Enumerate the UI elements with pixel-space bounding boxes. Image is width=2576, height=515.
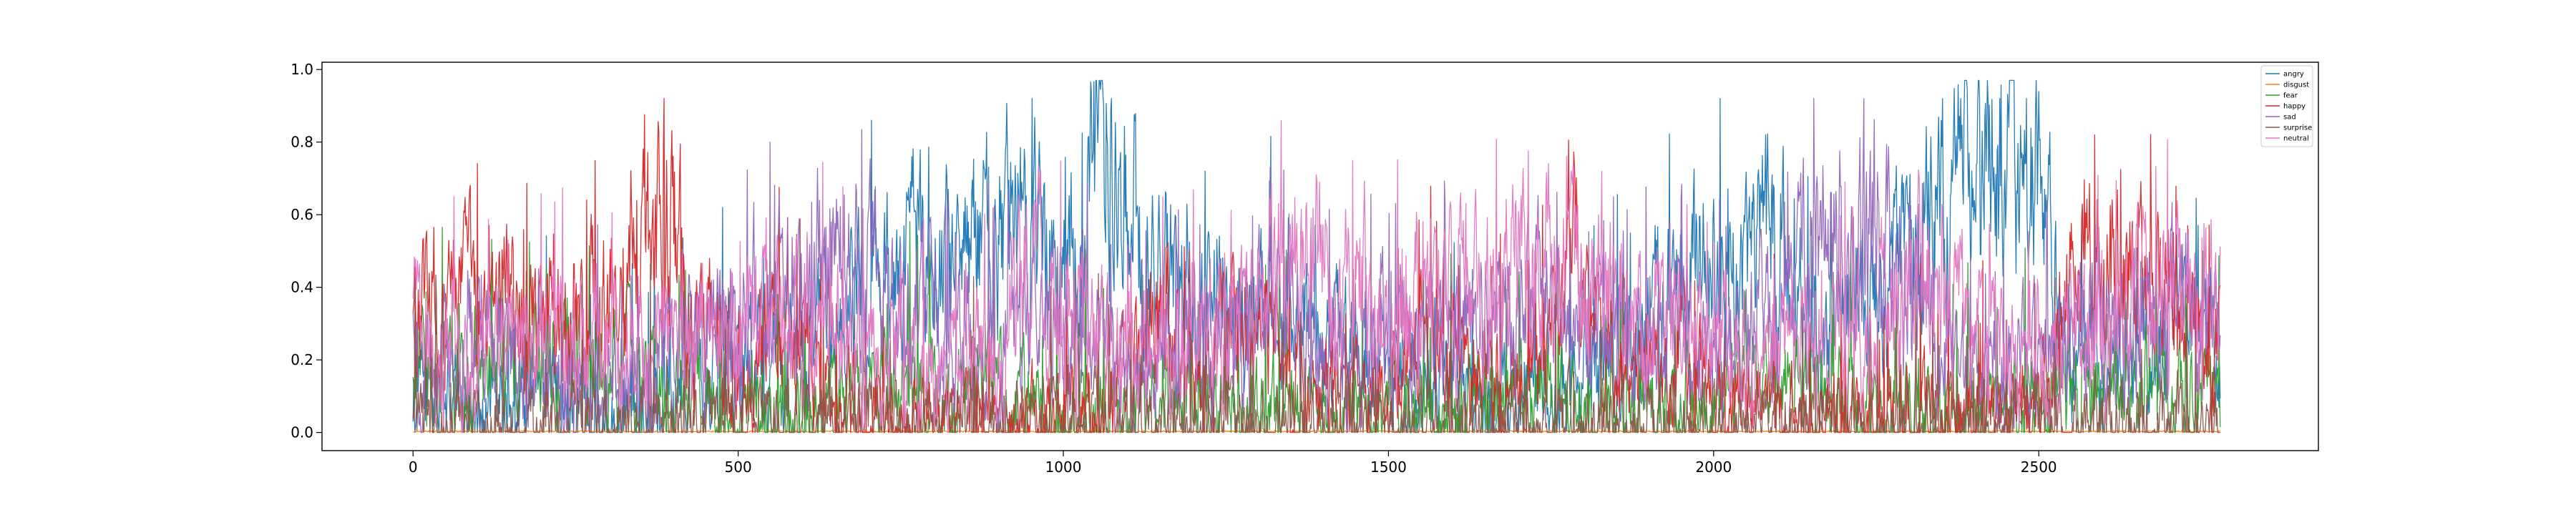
series-layer <box>412 79 2221 433</box>
series-line-fear <box>412 221 2221 433</box>
legend-label-fear: fear <box>2283 92 2298 100</box>
series-line-neutral <box>412 119 2221 433</box>
legend-label-happy: happy <box>2283 103 2306 111</box>
legend-label-surprise: surprise <box>2283 124 2312 132</box>
x-tick-label: 0 <box>409 458 418 476</box>
legend-label-sad: sad <box>2283 114 2296 122</box>
y-tick-label: 1.0 <box>291 61 313 78</box>
y-tick-label: 0.0 <box>291 424 313 441</box>
y-tick-label: 0.2 <box>291 351 313 368</box>
x-axis: 0 500 1000 1500 2000 2500 <box>409 451 2057 476</box>
x-tick-label: 1000 <box>1045 458 1082 476</box>
y-axis: 0.0 0.2 0.4 0.6 0.8 1.0 <box>291 61 322 441</box>
x-tick-label: 500 <box>725 458 752 476</box>
x-tick-label: 1500 <box>1370 458 1407 476</box>
legend-box <box>2260 65 2313 147</box>
legend-label-disgust: disgust <box>2283 82 2309 89</box>
plot-frame <box>321 62 2319 451</box>
x-tick-label: 2000 <box>1695 458 1732 476</box>
legend: angry disgust fear happy sad surprise neutral <box>2260 65 2313 147</box>
series-line-surprise <box>412 263 2220 433</box>
legend-label-angry: angry <box>2283 71 2304 79</box>
y-tick-label: 0.8 <box>291 134 313 151</box>
y-tick-label: 0.4 <box>291 279 313 296</box>
x-tick-label: 2500 <box>2021 458 2057 476</box>
legend-label-neutral: neutral <box>2283 135 2309 143</box>
y-tick-label: 0.6 <box>291 206 313 223</box>
